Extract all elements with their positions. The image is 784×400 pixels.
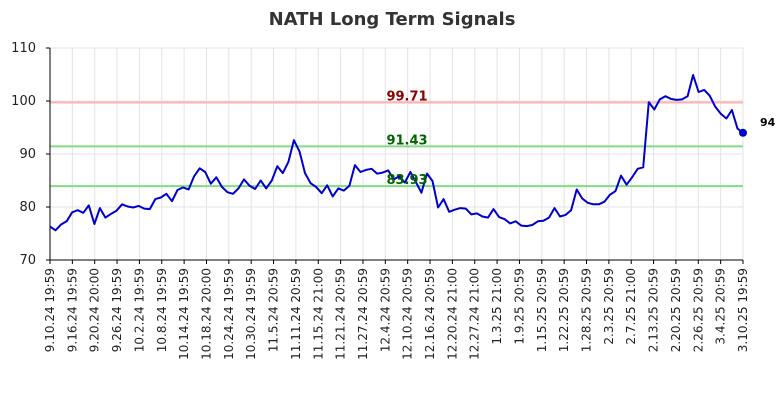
x-tick-label: 10.24.24 19:59 <box>222 268 236 360</box>
x-tick-label: 10.18.24 20:00 <box>199 268 213 360</box>
price-series-line <box>49 74 744 232</box>
y-tick-labels: 70 80 90 100 110 <box>11 41 50 268</box>
series <box>49 74 744 232</box>
signal-level-label: 83.93 <box>386 173 427 188</box>
x-tick-label: 12.4.24 20:59 <box>378 268 392 352</box>
x-tick-label: 12.16.24 20:59 <box>423 268 437 360</box>
x-tick-label: 12.20.24 21:00 <box>445 268 459 360</box>
x-tick-label: 3.4.25 20:59 <box>714 268 728 345</box>
x-tick-label: 2.20.25 20:59 <box>669 268 683 352</box>
x-tick-label: 1.28.25 20:59 <box>580 268 594 352</box>
x-tick-label: 10.30.24 19:59 <box>244 268 258 360</box>
x-tick-label: 11.11.24 20:59 <box>289 268 303 360</box>
x-tick-label: 11.15.24 21:00 <box>311 268 325 360</box>
last-point-marker <box>739 128 747 137</box>
x-tick-label: 9.26.24 19:59 <box>110 268 124 352</box>
x-tick-label: 1.15.25 20:59 <box>535 268 549 352</box>
x-tick-label: 3.10.25 19:59 <box>736 268 750 352</box>
x-tick-labels: 9.10.24 19:59 9.16.24 19:59 9.20.24 20:00 9… <box>43 260 750 360</box>
x-tick-label: 10.14.24 19:59 <box>177 268 191 360</box>
x-tick-label: 11.21.24 20:59 <box>334 268 348 360</box>
x-tick-label: 2.13.25 20:59 <box>647 268 661 352</box>
last-point-group: 94 <box>739 116 776 137</box>
signal-level-label: 99.71 <box>386 90 427 105</box>
x-tick-label: 1.3.25 21:00 <box>490 268 504 345</box>
x-tick-label: 12.27.24 21:00 <box>468 268 482 360</box>
x-tick-label: 9.20.24 20:00 <box>88 268 102 352</box>
y-tick-label: 80 <box>19 200 36 215</box>
y-tick-label: 70 <box>19 253 36 268</box>
x-tick-label: 1.9.25 20:59 <box>512 268 526 345</box>
x-tick-label: 2.26.25 20:59 <box>691 268 705 352</box>
x-tick-label: 10.2.24 19:59 <box>132 268 146 352</box>
x-tick-label: 9.10.24 19:59 <box>43 268 57 352</box>
level-labels: 99.71 91.43 83.93 <box>386 90 427 189</box>
y-tick-label: 110 <box>11 41 36 56</box>
x-tick-label: 9.16.24 19:59 <box>65 268 79 352</box>
x-tick-label: 2.3.25 20:59 <box>602 268 616 345</box>
x-tick-label: 11.5.24 20:59 <box>267 268 281 352</box>
last-value-label: 94 <box>760 116 776 129</box>
signal-levels <box>50 101 743 188</box>
grid <box>49 47 744 261</box>
chart-title: NATH Long Term Signals <box>269 9 516 30</box>
x-tick-label: 10.8.24 19:59 <box>155 268 169 352</box>
x-tick-label: 12.10.24 20:59 <box>401 268 415 360</box>
y-tick-label: 100 <box>11 94 36 109</box>
x-tick-label: 11.27.24 20:59 <box>356 268 370 360</box>
signal-level-label: 91.43 <box>386 133 427 148</box>
x-tick-label: 2.7.25 21:00 <box>624 268 638 345</box>
y-tick-label: 90 <box>19 147 36 162</box>
x-tick-label: 1.22.25 20:59 <box>557 268 571 352</box>
